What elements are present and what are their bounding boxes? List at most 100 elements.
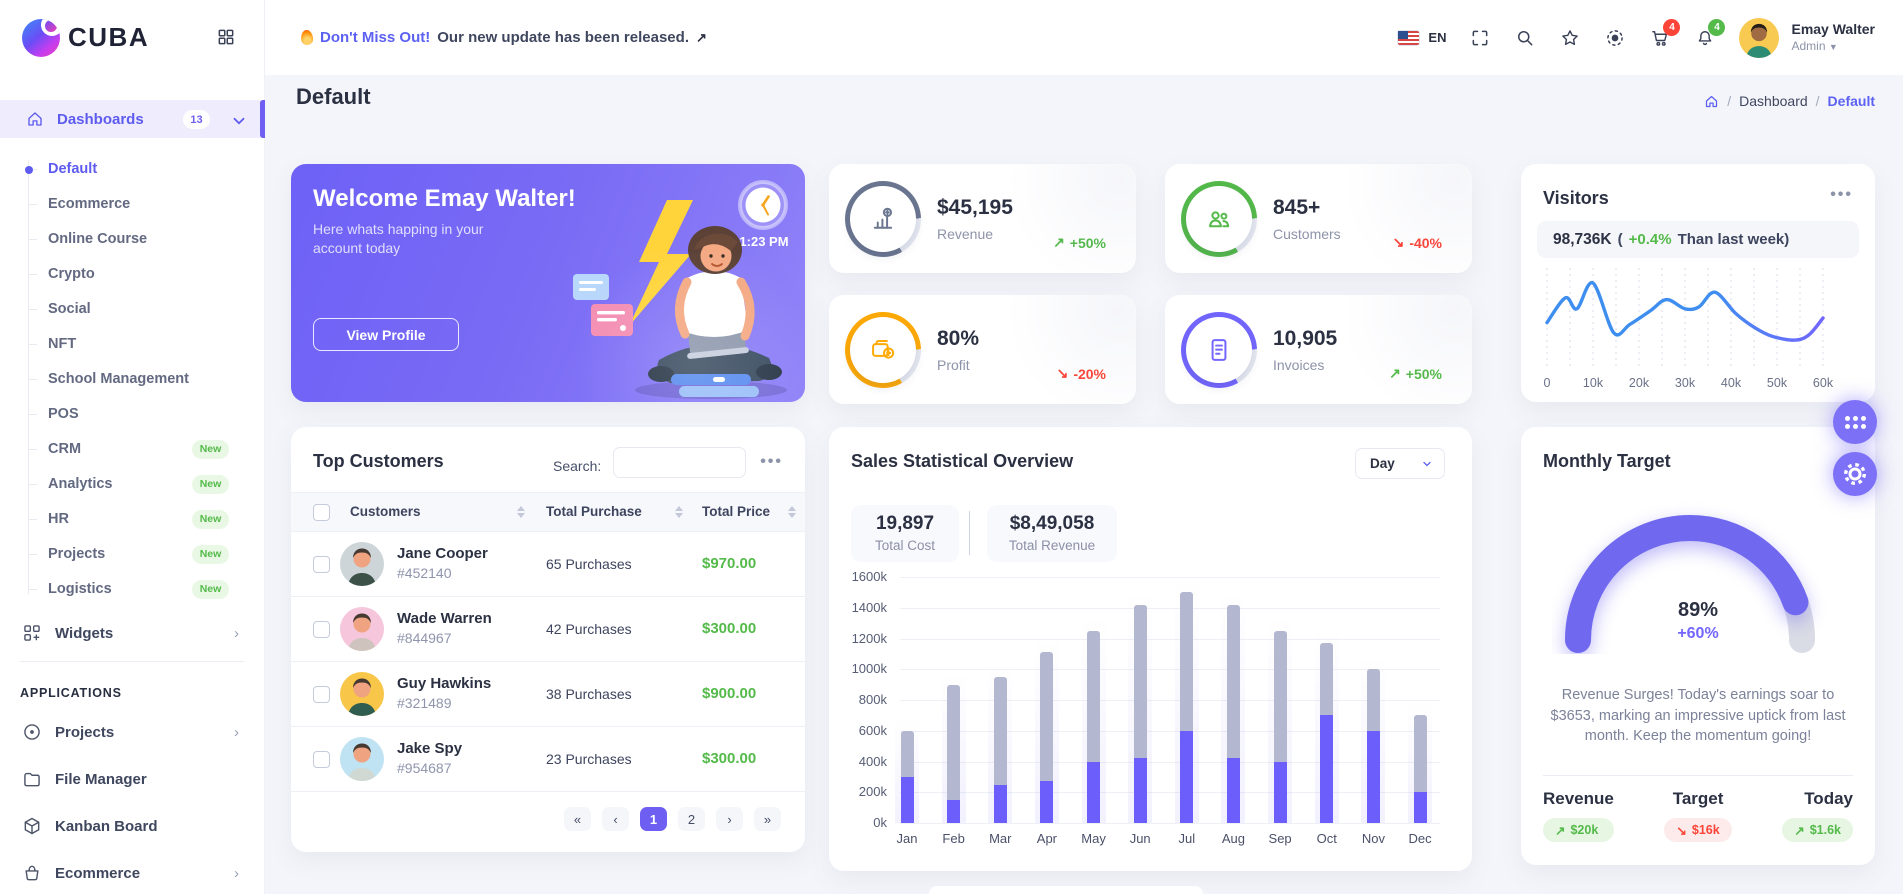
search-input[interactable] [613, 447, 746, 478]
sidebar-subitem-projects[interactable]: Projects New [0, 537, 265, 572]
sort-icon[interactable] [788, 506, 796, 518]
bar-total-cost-apr[interactable] [1040, 781, 1054, 823]
page-button--[interactable]: › [716, 807, 743, 831]
trend-value: +50% [1405, 365, 1442, 382]
period-select[interactable]: Day [1355, 448, 1445, 479]
sidebar-subitem-pos[interactable]: POS [0, 397, 265, 432]
sidebar-item-dashboards[interactable]: Dashboards 13 [0, 100, 265, 138]
sidebar-subitem-school-management[interactable]: School Management [0, 362, 265, 397]
x-axis-label: Nov [1361, 831, 1385, 846]
new-badge: New [192, 440, 229, 459]
fullscreen-icon[interactable] [1469, 27, 1491, 49]
sidebar-subitem-analytics[interactable]: Analytics New [0, 467, 265, 502]
customer-purchases: 42 Purchases [546, 621, 632, 637]
customer-name[interactable]: Jane Cooper [397, 545, 488, 562]
bar-total-cost-may[interactable] [1087, 761, 1101, 823]
breadcrumb-section[interactable]: Dashboard [1739, 93, 1808, 109]
cart-icon[interactable]: 4 [1649, 18, 1681, 49]
sidebar-subitem-default[interactable]: Default [0, 152, 265, 187]
sidebar-subitem-nft[interactable]: NFT [0, 327, 265, 362]
trend-value: +50% [1069, 234, 1106, 251]
sidebar-subitem-online-course[interactable]: Online Course [0, 222, 265, 257]
row-checkbox[interactable] [313, 751, 330, 768]
total-revenue-value: $8,49,058 [1009, 513, 1095, 534]
sidebar-item-label: Ecommerce [55, 864, 141, 882]
visitors-delta: +0.4% [1628, 231, 1672, 248]
bar-total-cost-nov[interactable] [1366, 730, 1380, 823]
customer-avatar [340, 607, 384, 651]
us-flag-icon [1397, 30, 1419, 45]
view-profile-button[interactable]: View Profile [313, 318, 459, 351]
sidebar-toggle-icon[interactable] [216, 27, 236, 47]
announcement-banner[interactable]: Don't Miss Out! Our new update has been … [300, 29, 707, 46]
sidebar-item-kanban-board[interactable]: Kanban Board [0, 806, 265, 846]
external-link-icon[interactable]: ↗ [695, 29, 707, 45]
sidebar-subitem-ecommerce[interactable]: Ecommerce [0, 187, 265, 222]
bar-total-cost-aug[interactable] [1226, 758, 1240, 823]
user-menu[interactable]: Emay Walter Admin ▼ [1739, 17, 1875, 58]
bar-total-cost-oct[interactable] [1320, 715, 1334, 823]
total-revenue-label: Total Revenue [1008, 538, 1096, 553]
customer-purchases: 38 Purchases [546, 686, 632, 702]
customer-name[interactable]: Guy Hawkins [397, 675, 492, 692]
stat-icon-wrap [850, 316, 916, 383]
sidebar-item-ecommerce[interactable]: Ecommerce › [0, 853, 265, 893]
bar-total-cost-feb[interactable] [947, 799, 961, 823]
page-button--[interactable]: « [564, 807, 591, 831]
language-flag[interactable] [1397, 27, 1419, 49]
sort-icon[interactable] [517, 506, 525, 518]
dots-grid-icon [1844, 415, 1866, 429]
column-customers[interactable]: Customers [350, 504, 421, 519]
brand-name[interactable]: CUBA [68, 22, 150, 52]
brand-logo-icon[interactable] [22, 19, 60, 57]
divider [1543, 775, 1853, 776]
sidebar-subitem-crypto[interactable]: Crypto [0, 257, 265, 292]
sort-icon[interactable] [675, 506, 683, 518]
welcome-card: Welcome Emay Walter! Here whats happing … [291, 164, 805, 402]
more-options-icon[interactable]: ••• [1830, 186, 1853, 203]
row-checkbox[interactable] [313, 621, 330, 638]
new-badge: New [192, 510, 229, 529]
search-icon[interactable] [1514, 27, 1536, 49]
column-total-purchase[interactable]: Total Purchase [546, 504, 642, 519]
sidebar-item-widgets[interactable]: Widgets › [0, 613, 265, 653]
brightness-icon[interactable] [1604, 27, 1626, 49]
page-button--[interactable]: » [754, 807, 781, 831]
language-label[interactable]: EN [1428, 30, 1447, 45]
gridline [900, 638, 1440, 640]
sidebar-item-file-manager[interactable]: File Manager [0, 759, 265, 799]
page-button-1[interactable]: 1 [640, 807, 667, 831]
column-total-price[interactable]: Total Price [702, 504, 771, 519]
stat-icon-wrap [1186, 185, 1252, 252]
bell-icon[interactable]: 4 [1694, 18, 1726, 49]
settings-button[interactable] [1833, 452, 1877, 496]
row-checkbox[interactable] [313, 686, 330, 703]
sidebar-item-projects[interactable]: Projects › [0, 712, 265, 752]
bar-total-cost-jan[interactable] [900, 776, 914, 823]
bar-total-revenue-feb[interactable] [947, 684, 961, 823]
sidebar-subitem-logistics[interactable]: Logistics New [0, 572, 265, 607]
bar-total-cost-sep[interactable] [1273, 761, 1287, 823]
bar-total-cost-jul[interactable] [1180, 730, 1194, 823]
sidebar-subitem-social[interactable]: Social [0, 292, 265, 327]
bar-total-cost-mar[interactable] [993, 784, 1007, 823]
more-options-icon[interactable]: ••• [760, 453, 783, 470]
page-button-2[interactable]: 2 [678, 807, 705, 831]
bar-total-revenue-apr[interactable] [1040, 652, 1054, 823]
customer-name[interactable]: Jake Spy [397, 740, 463, 757]
page-button--[interactable]: ‹ [602, 807, 629, 831]
sidebar-subitem-hr[interactable]: HR New [0, 502, 265, 537]
home-icon[interactable] [1704, 94, 1719, 109]
home-icon [28, 112, 42, 126]
customer-name[interactable]: Wade Warren [397, 610, 492, 627]
sidebar-subitem-label: POS [48, 406, 79, 422]
star-icon[interactable] [1559, 27, 1581, 49]
customizer-button[interactable] [1833, 400, 1877, 444]
bar-total-cost-dec[interactable] [1413, 792, 1427, 823]
total-cost-label: Total Cost [874, 538, 936, 553]
sidebar-subitem-label: School Management [48, 371, 189, 387]
row-checkbox[interactable] [313, 556, 330, 573]
bar-total-cost-jun[interactable] [1133, 758, 1147, 823]
select-all-checkbox[interactable] [313, 504, 330, 521]
sidebar-subitem-crm[interactable]: CRM New [0, 432, 265, 467]
